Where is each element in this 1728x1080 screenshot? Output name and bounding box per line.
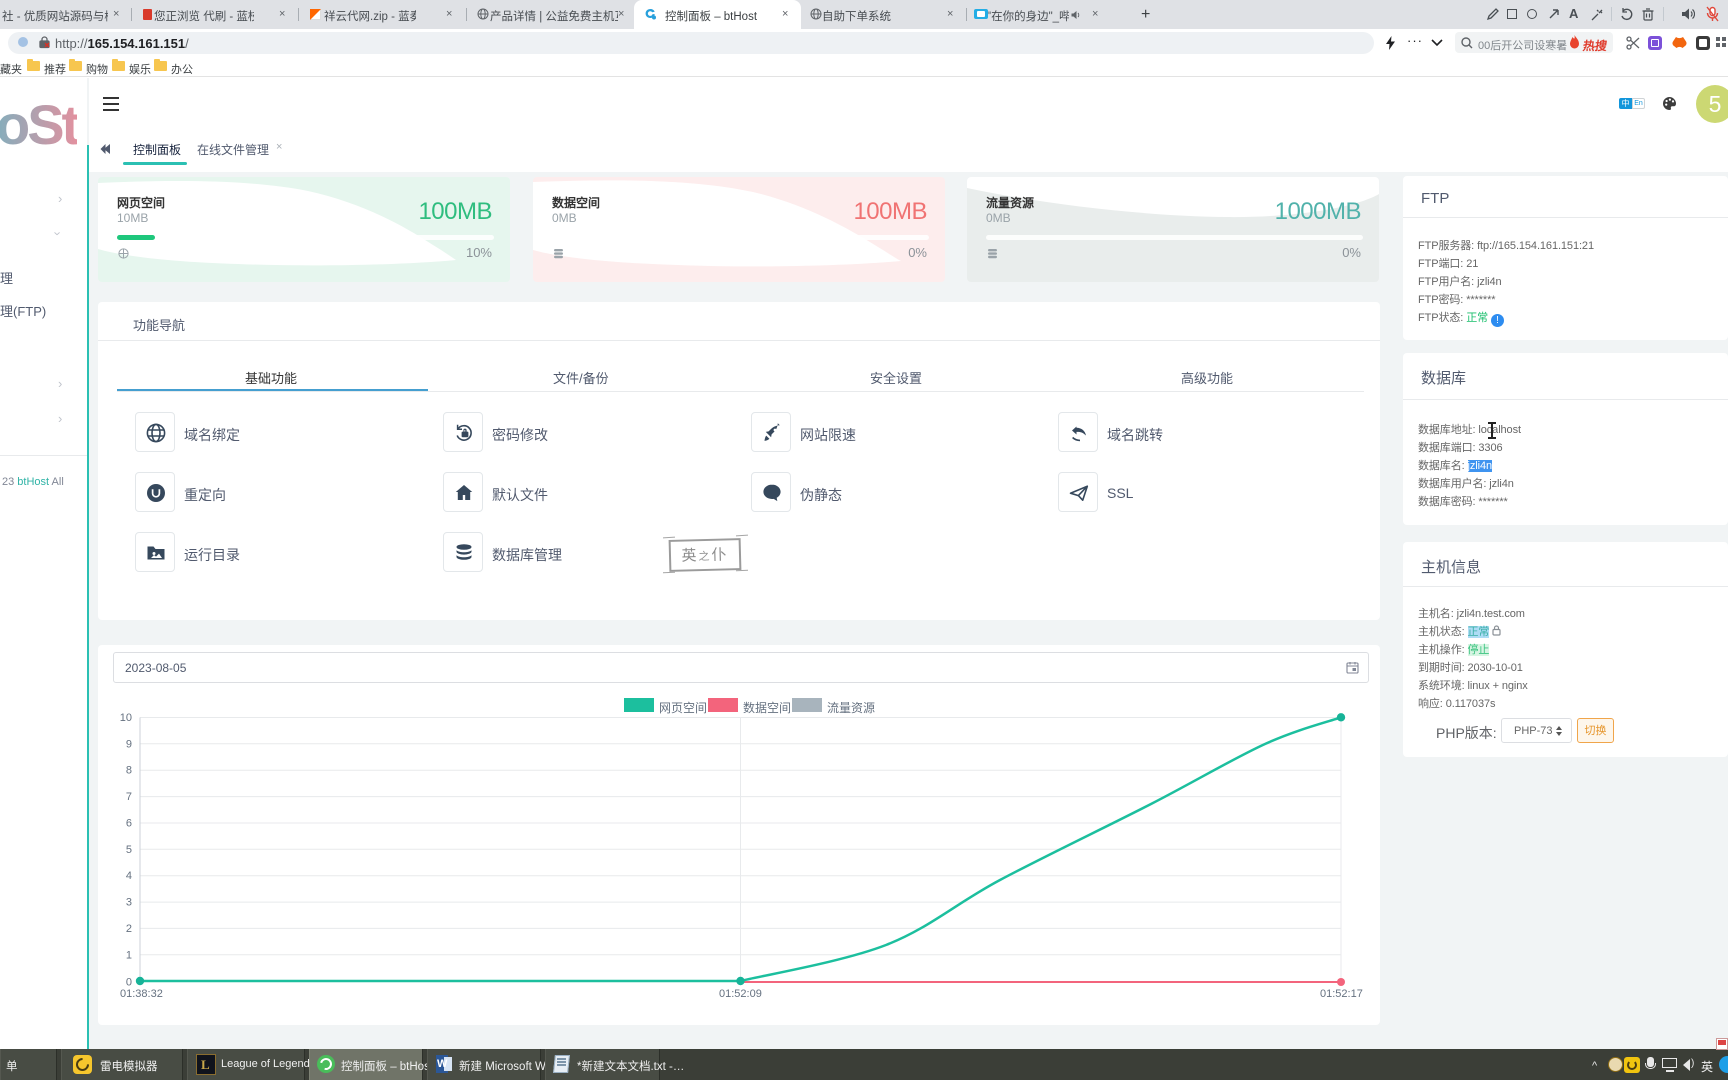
svg-text:6: 6	[126, 818, 132, 830]
svg-text:01:52:17: 01:52:17	[1320, 988, 1363, 1000]
svg-text:4: 4	[126, 870, 132, 882]
svg-text:9: 9	[126, 738, 132, 750]
svg-text:01:52:09: 01:52:09	[719, 988, 762, 1000]
svg-text:0: 0	[126, 977, 132, 989]
svg-text:1: 1	[126, 949, 132, 961]
svg-text:7: 7	[126, 791, 132, 803]
svg-text:10: 10	[120, 712, 132, 724]
svg-text:01:38:32: 01:38:32	[120, 988, 163, 1000]
svg-text:8: 8	[126, 765, 132, 777]
svg-text:2: 2	[126, 923, 132, 935]
svg-text:3: 3	[126, 897, 132, 909]
svg-text:5: 5	[126, 844, 132, 856]
